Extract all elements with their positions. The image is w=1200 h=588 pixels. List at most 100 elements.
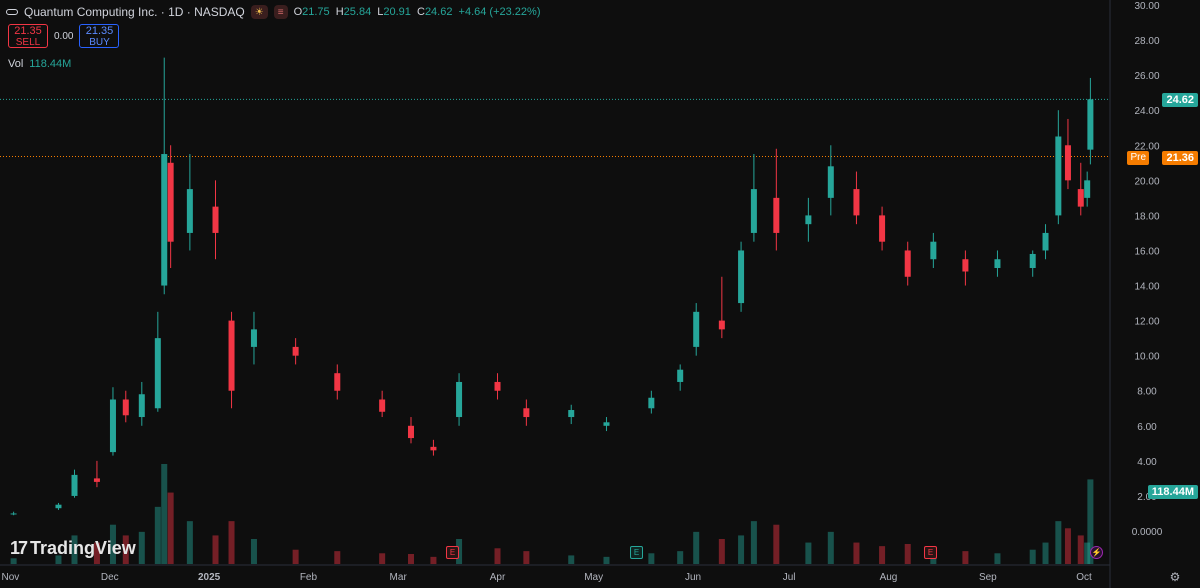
candle-body <box>853 189 860 216</box>
x-tick-label: Aug <box>880 572 898 583</box>
volume-bar <box>379 553 386 564</box>
volume-bar <box>138 531 145 564</box>
volume-bar <box>1029 549 1036 564</box>
candle-body <box>827 166 834 198</box>
buy-label: BUY <box>89 37 110 48</box>
pre-market-price-tag: 21.36 <box>1162 151 1198 165</box>
volume-bar <box>568 555 575 564</box>
volume-bar <box>1087 479 1094 564</box>
candle-body <box>167 162 174 242</box>
earnings-icon[interactable]: E <box>924 546 937 559</box>
low-value: 20.91 <box>383 6 411 18</box>
volume-bar <box>603 556 610 564</box>
volume-bar <box>718 539 725 564</box>
x-tick-label: Apr <box>490 572 506 583</box>
y-tick-label: 26.00 <box>1134 71 1159 82</box>
sell-button[interactable]: 21.35 SELL <box>8 24 48 48</box>
candle-body <box>738 250 745 304</box>
volume-bar <box>805 542 812 564</box>
volume-bar <box>456 539 463 564</box>
candle-body <box>161 154 168 286</box>
candle-body <box>568 410 575 418</box>
y-tick-label: 22.00 <box>1134 141 1159 152</box>
x-tick-label: Jun <box>685 572 701 583</box>
volume-bar <box>186 521 193 564</box>
candle-body <box>494 381 501 391</box>
sell-label: SELL <box>15 37 41 48</box>
volume-bar <box>1064 528 1071 564</box>
volume-bar <box>494 548 501 564</box>
candle-body <box>904 250 911 277</box>
candle-body <box>154 338 161 409</box>
candle-body <box>677 369 684 382</box>
trade-panel: 21.35 SELL 0.00 21.35 BUY <box>8 24 120 48</box>
high-value: 25.84 <box>343 6 372 18</box>
symbol-logo-icon <box>6 9 18 15</box>
candle-body <box>994 259 1001 268</box>
volume-bar <box>853 542 860 564</box>
volume-bar <box>430 556 437 564</box>
y-tick-label: 24.00 <box>1134 106 1159 117</box>
candle-body <box>750 189 757 233</box>
x-tick-label: Mar <box>390 572 408 583</box>
buy-button[interactable]: 21.35 BUY <box>79 24 120 48</box>
y-tick-label: 0.0000 <box>1132 527 1163 538</box>
open-value: 21.75 <box>302 6 330 18</box>
y-tick-label: 4.00 <box>1137 457 1157 468</box>
volume-bar <box>292 549 299 564</box>
volume-bar <box>161 464 168 564</box>
indicator-menu-icon[interactable]: ≡ <box>273 5 288 19</box>
candle-body <box>1029 253 1036 268</box>
candle-body <box>930 241 937 260</box>
candle-body <box>1087 99 1094 150</box>
volume-bar <box>773 524 780 564</box>
volume-bar <box>212 535 219 564</box>
y-tick-label: 20.00 <box>1134 176 1159 187</box>
y-tick-label: 16.00 <box>1134 246 1159 257</box>
symbol-title[interactable]: Quantum Computing Inc. · 1D · NASDAQ <box>24 5 245 19</box>
volume-bar <box>71 535 78 564</box>
x-tick-label: May <box>584 572 603 583</box>
earnings-icon[interactable]: E <box>446 546 459 559</box>
candle-body <box>93 478 100 482</box>
candle-body <box>379 399 386 412</box>
volume-bar <box>962 551 969 564</box>
pre-market-label: Pre <box>1127 151 1149 165</box>
y-tick-label: 14.00 <box>1134 282 1159 293</box>
dividend-icon[interactable]: E <box>630 546 643 559</box>
candle-body <box>1064 145 1071 181</box>
candle-body <box>962 259 969 272</box>
y-tick-label: 18.00 <box>1134 211 1159 222</box>
x-tick-label: Feb <box>300 572 318 583</box>
volume-bar <box>879 546 886 564</box>
y-tick-label: 28.00 <box>1134 36 1159 47</box>
volume-bar <box>407 554 414 564</box>
x-tick-label: Jul <box>783 572 796 583</box>
close-label: C <box>416 6 425 18</box>
lightning-icon[interactable]: ⚡ <box>1090 546 1103 559</box>
candle-body <box>71 474 78 496</box>
close-value: 24.62 <box>424 6 453 18</box>
ohlc-values: O21.75 H25.84 L20.91 C24.62 +4.64 (+23.2… <box>294 6 544 18</box>
y-tick-label: 10.00 <box>1134 352 1159 363</box>
candle-body <box>1055 136 1062 216</box>
candle-body <box>250 329 257 347</box>
buy-price: 21.35 <box>85 25 114 37</box>
volume-bar <box>10 558 17 564</box>
market-status-icon[interactable]: ☀ <box>250 5 268 19</box>
x-tick-label: Dec <box>101 572 119 583</box>
volume-legend[interactable]: Vol 118.44M <box>8 58 71 70</box>
gear-icon[interactable]: ⚙ <box>1169 570 1181 584</box>
candle-body <box>603 422 610 426</box>
candle-body <box>879 215 886 242</box>
last-price-tag: 24.62 <box>1162 93 1198 107</box>
candle-body <box>334 373 341 391</box>
candle-body <box>292 346 299 356</box>
volume-bar <box>994 553 1001 564</box>
candle-body <box>228 320 235 391</box>
candle-body <box>718 320 725 330</box>
volume-bar <box>1055 521 1062 564</box>
volume-bar <box>693 531 700 564</box>
